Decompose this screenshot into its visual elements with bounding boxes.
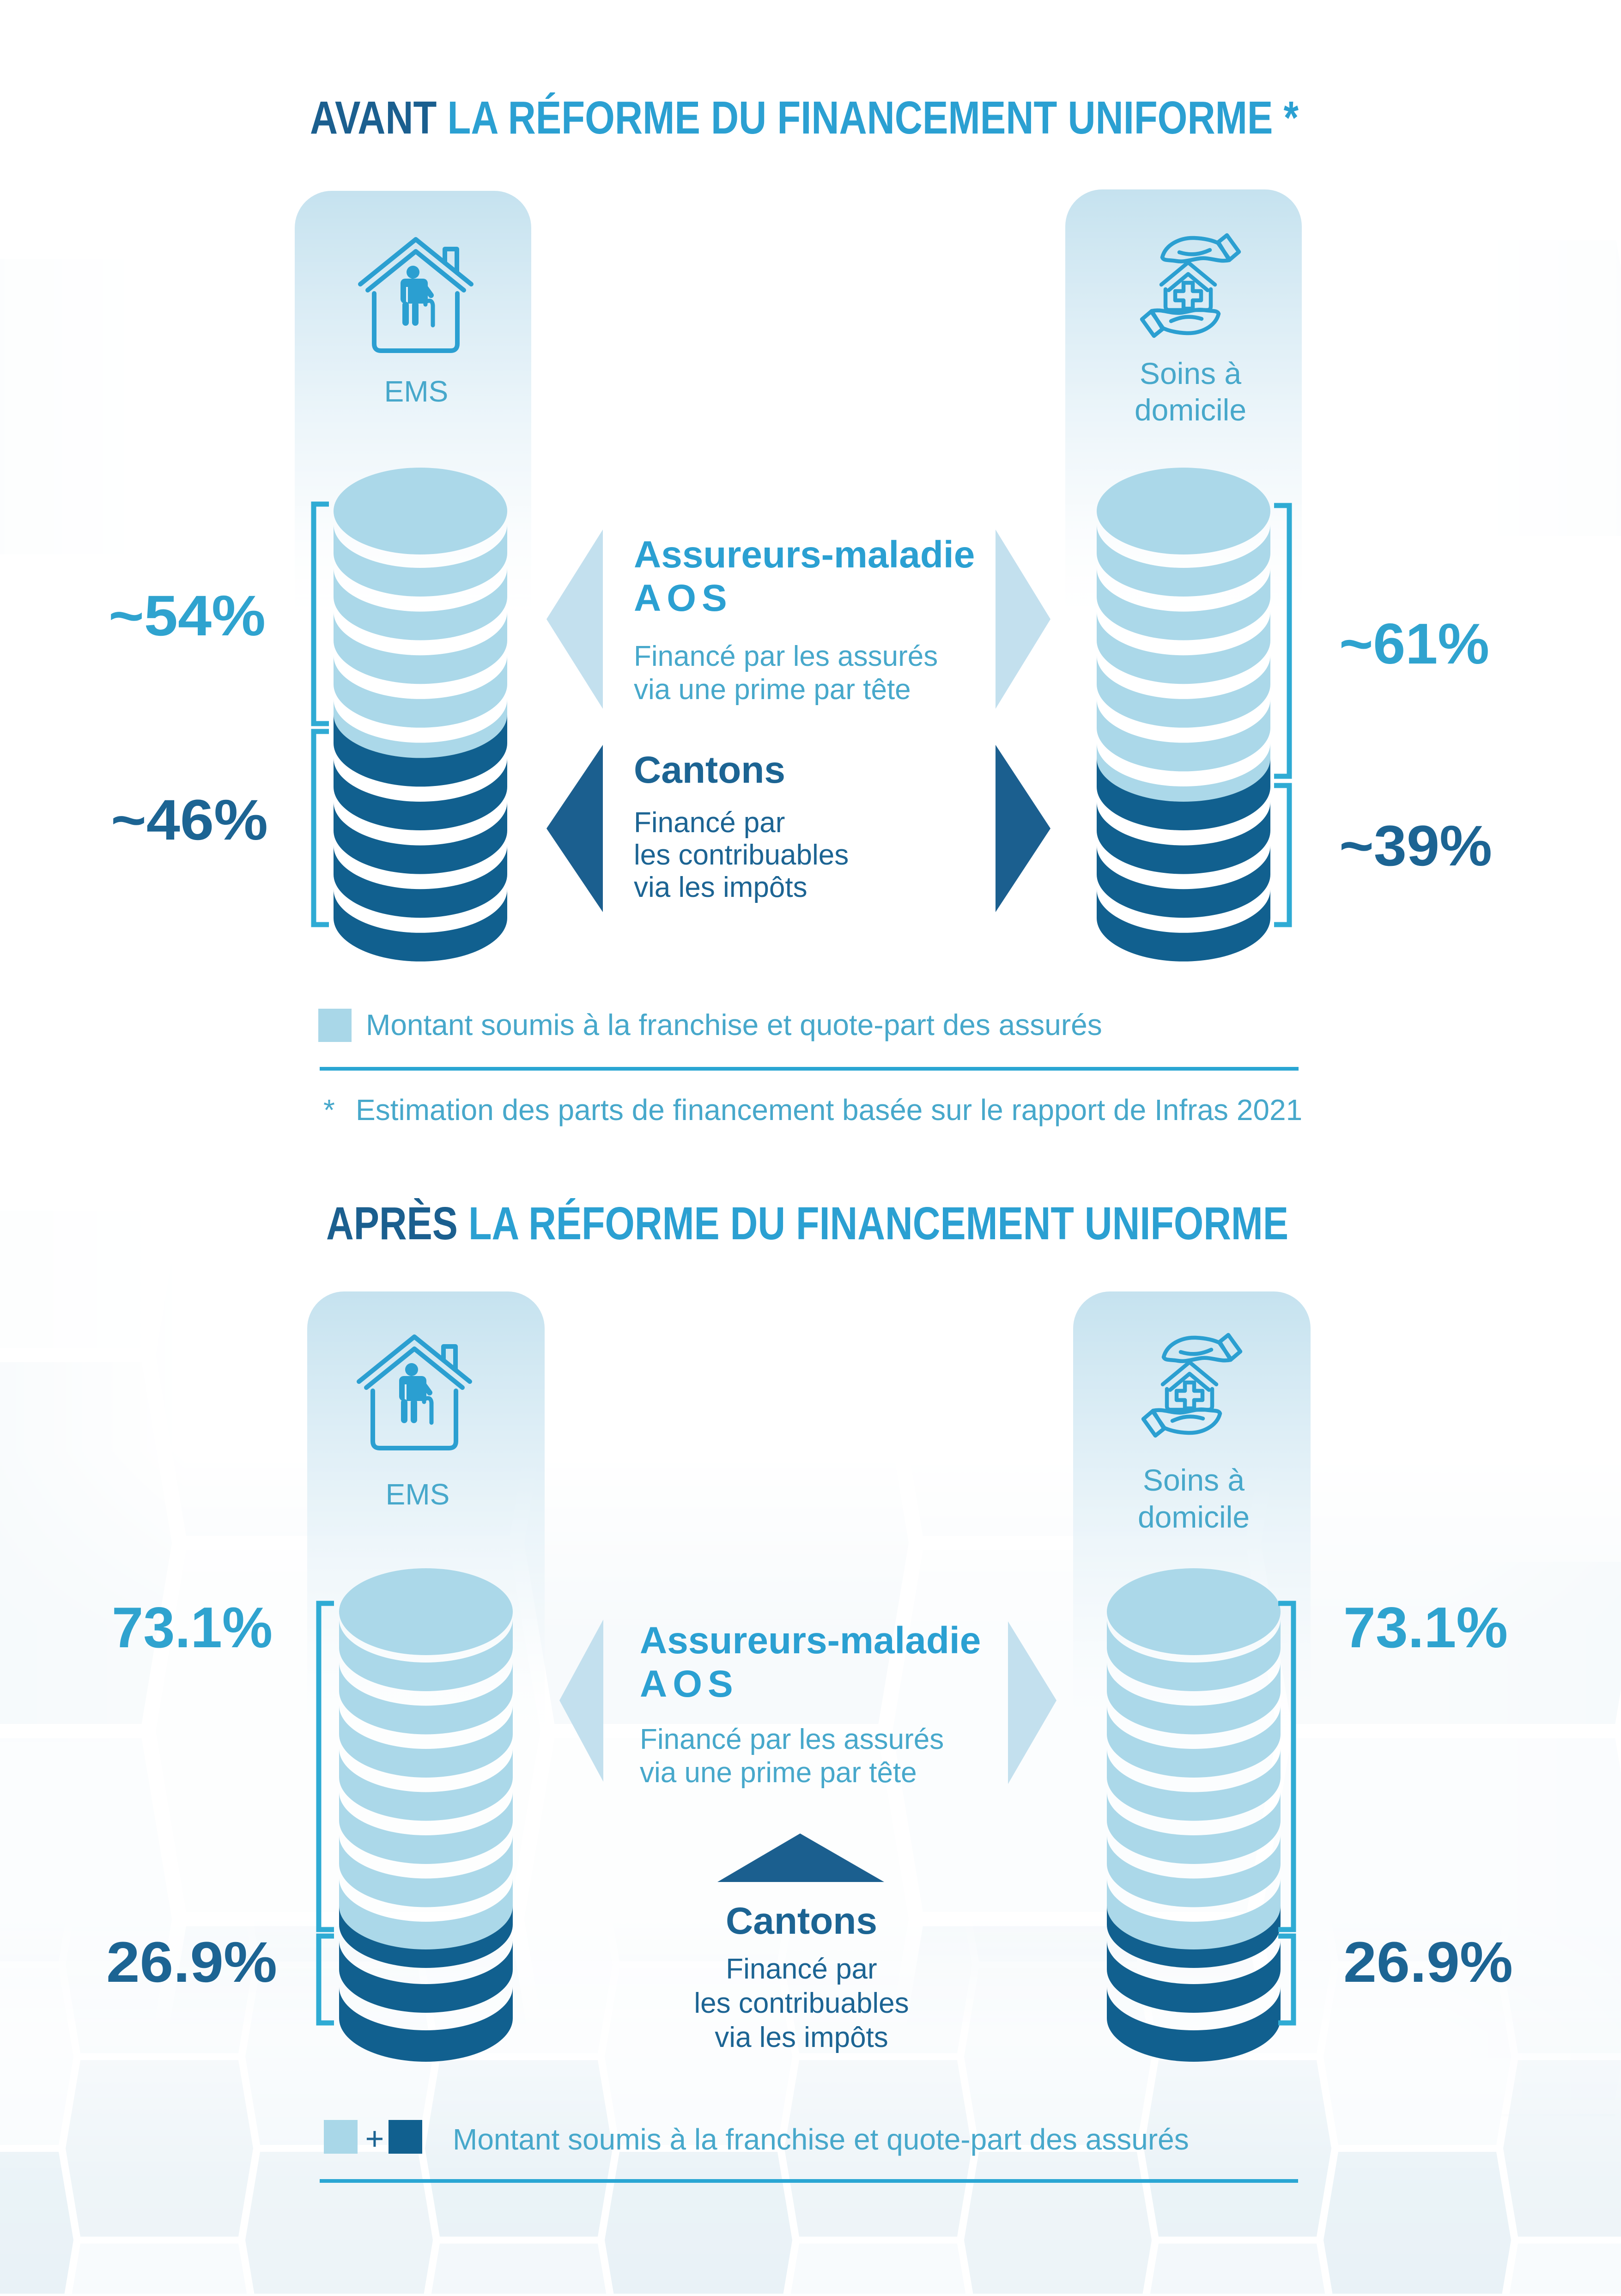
svg-text:les contribuables: les contribuables (694, 1987, 909, 2019)
svg-text:Financé par: Financé par (726, 1953, 877, 1985)
svg-text:Montant soumis à la franchise: Montant soumis à la franchise et quote-p… (366, 1008, 1102, 1041)
svg-text:via les impôts: via les impôts (634, 871, 807, 903)
svg-text:+: + (365, 2120, 384, 2156)
svg-text:~54%: ~54% (109, 584, 266, 648)
svg-text:APRÈS LA RÉFORME DU FINANCEMEN: APRÈS LA RÉFORME DU FINANCEMENT UNIFORME (326, 1198, 1288, 1249)
svg-text:domicile: domicile (1138, 1500, 1250, 1534)
svg-text:EMS: EMS (384, 375, 449, 408)
svg-text:26.9%: 26.9% (1343, 1931, 1513, 1994)
svg-text:via les impôts: via les impôts (715, 2022, 888, 2053)
svg-text:73.1%: 73.1% (1343, 1596, 1508, 1660)
svg-text:EMS: EMS (386, 1478, 450, 1511)
svg-text:domicile: domicile (1135, 393, 1246, 427)
svg-text:via une prime par tête: via une prime par tête (634, 674, 911, 706)
svg-text:73.1%: 73.1% (112, 1596, 273, 1660)
svg-text:Cantons: Cantons (634, 749, 785, 791)
svg-text:les contribuables: les contribuables (634, 839, 849, 871)
svg-text:Soins à: Soins à (1140, 356, 1241, 390)
svg-text:via une prime par tête: via une prime par tête (640, 1757, 917, 1789)
svg-text:Assureurs-maladie: Assureurs-maladie (640, 1620, 981, 1662)
svg-text:*: * (323, 1093, 335, 1127)
svg-text:AOS: AOS (640, 1663, 739, 1705)
svg-text:Montant soumis à la franchise: Montant soumis à la franchise et quote-p… (453, 2123, 1189, 2156)
svg-text:Financé par les assurés: Financé par les assurés (634, 640, 938, 672)
svg-text:AVANT LA RÉFORME DU FINANCEMEN: AVANT LA RÉFORME DU FINANCEMENT UNIFORME… (310, 92, 1299, 144)
svg-text:26.9%: 26.9% (106, 1931, 277, 1994)
svg-text:~39%: ~39% (1339, 814, 1492, 878)
svg-text:Cantons: Cantons (726, 1900, 877, 1942)
svg-text:AOS: AOS (634, 577, 733, 619)
svg-text:Estimation des parts de financ: Estimation des parts de financement basé… (356, 1093, 1302, 1127)
svg-text:Assureurs-maladie: Assureurs-maladie (634, 534, 975, 576)
svg-text:Financé par les assurés: Financé par les assurés (640, 1724, 944, 1755)
svg-text:Financé par: Financé par (634, 807, 785, 839)
svg-text:Soins à: Soins à (1143, 1463, 1245, 1497)
svg-text:~46%: ~46% (111, 788, 268, 852)
svg-text:~61%: ~61% (1339, 612, 1489, 676)
